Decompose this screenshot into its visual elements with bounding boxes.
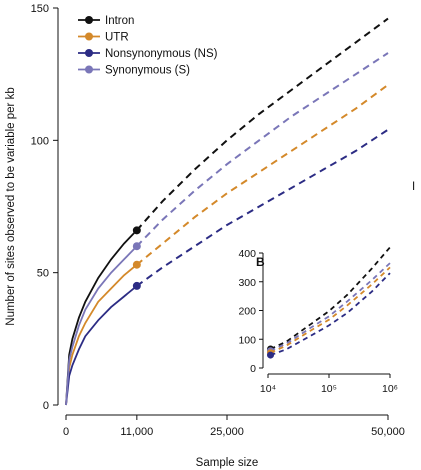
x-axis-label: Sample size <box>196 457 259 469</box>
x-tick-label: 50,000 <box>371 426 405 438</box>
inset-series-extrapolation-intron <box>270 246 391 350</box>
inset-y-tick-label: 400 <box>238 248 256 260</box>
x-tick-label: 11,000 <box>120 426 153 438</box>
observed-point-intron <box>132 226 141 235</box>
panel-label-b: B <box>256 255 265 269</box>
inset-x-tick-label: 10⁵ <box>321 383 337 395</box>
legend-marker-synonymous-s <box>85 65 93 74</box>
observed-point-synonymous-s <box>132 242 141 251</box>
inset-series-extrapolation-synonymous-s <box>270 262 391 352</box>
main-plot-area: 0 50 100 150 0 11,000 25,000 50,000 Sample size N… <box>5 3 405 469</box>
legend-marker-utr <box>85 32 93 41</box>
inset-y-tick-label: 0 <box>250 363 256 375</box>
observed-point-nonsynonymous-ns <box>132 281 141 290</box>
series-line-synonymous-s <box>65 245 138 406</box>
legend-label-nonsynonymous-ns: Nonsynonymous (NS) <box>105 48 218 60</box>
y-axis-label: Number of sites observed to be variable … <box>5 87 17 325</box>
inset-series-extrapolation-nonsynonymous-ns <box>270 272 391 356</box>
series-line-utr <box>65 264 138 406</box>
inset-panel-b: B 0 100 200 300 400 10⁴ 10⁵ 10⁶ <box>238 246 398 395</box>
series-line-intron <box>65 229 138 406</box>
observed-point-utr <box>132 260 141 269</box>
y-tick-label: 100 <box>31 135 49 147</box>
inset-series-extrapolation-utr <box>270 266 391 354</box>
series-extrapolation-nonsynonymous-ns <box>136 128 389 287</box>
legend: Intron UTR Nonsynonymous (NS) Synonymous (S… <box>78 15 218 77</box>
margin-text: I <box>412 181 415 193</box>
legend-marker-nonsynonymous-ns <box>85 49 93 57</box>
y-tick-label: 150 <box>31 3 49 15</box>
series-extrapolation-intron <box>136 17 389 231</box>
legend-marker-intron <box>85 16 93 24</box>
x-tick-label: 25,000 <box>210 426 244 438</box>
inset-y-tick-label: 100 <box>238 334 256 346</box>
legend-label-utr: UTR <box>105 32 129 44</box>
inset-y-tick-label: 300 <box>238 277 256 289</box>
inset-x-tick-label: 10⁶ <box>382 383 398 395</box>
series-extrapolation-synonymous-s <box>136 52 389 247</box>
x-tick-label: 0 <box>63 426 69 438</box>
y-tick-label: 0 <box>43 400 49 412</box>
inset-observed-point-nonsynonymous-ns <box>267 351 275 359</box>
series-line-nonsynonymous-ns <box>65 285 138 406</box>
legend-label-synonymous-s: Synonymous (S) <box>105 65 190 77</box>
series-extrapolation-utr <box>136 83 389 266</box>
legend-label-intron: Intron <box>105 15 134 27</box>
inset-y-tick-label: 200 <box>238 306 256 318</box>
y-tick-label: 50 <box>37 268 49 280</box>
inset-x-tick-label: 10⁴ <box>260 383 276 395</box>
